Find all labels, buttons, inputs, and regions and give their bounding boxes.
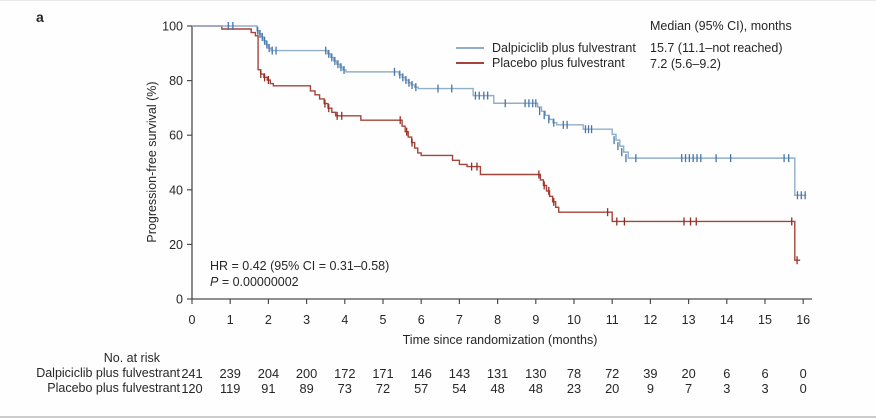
at-risk-value: 48 [528,381,543,396]
p-label: P [210,275,219,289]
x-tick-label: 4 [341,313,348,327]
censor-marks-placebo [260,70,798,265]
x-tick-label: 8 [494,313,501,327]
legend-label-placebo: Placebo plus fulvestrant [492,56,625,70]
at-risk-value: 146 [410,366,432,381]
at-risk-value: 131 [486,366,509,381]
at-risk-value: 6 [723,366,731,381]
x-tick-label: 14 [720,313,734,327]
at-risk-value: 20 [681,366,696,381]
y-axis-title: Progression-free survival (%) [145,81,159,243]
at-risk-row-label-placebo: Placebo plus fulvestrant [47,381,180,395]
at-risk-value: 0 [799,366,807,381]
at-risk-value: 171 [372,366,394,381]
at-risk-value: 7 [685,381,693,396]
at-risk-value: 3 [761,381,769,396]
at-risk-value: 78 [566,366,582,381]
at-risk-value: 143 [448,366,471,381]
x-tick-label: 0 [189,313,196,327]
at-risk-value: 119 [219,381,241,396]
hr-text: HR = 0.42 (95% CI = 0.31–0.58) [210,259,390,273]
x-tick-label: 11 [606,313,619,327]
y-tick-label: 0 [176,293,183,307]
x-tick-label: 6 [418,313,425,327]
at-risk-value: 57 [414,381,429,396]
at-risk-value: 239 [219,366,241,381]
x-tick-label: 5 [380,313,387,327]
at-risk-value: 20 [605,381,620,396]
y-tick-label: 40 [169,183,183,197]
x-tick-label: 13 [682,313,696,327]
hr-annotation: HR = 0.42 (95% CI = 0.31–0.58) P = 0.000… [210,258,389,290]
y-tick-label: 20 [169,238,183,252]
at-risk-value: 23 [566,381,582,396]
x-axis-title: Time since randomization (months) [402,333,598,347]
x-tick-label: 12 [643,313,657,327]
legend-label-dalpiciclib: Dalpiciclib plus fulvestrant [492,41,636,55]
median-value-dalpiciclib: 15.7 (11.1–not reached) [650,41,783,55]
at-risk-row-label-dalpiciclib: Dalpiciclib plus fulvestrant [36,366,180,380]
at-risk-value: 9 [646,381,654,396]
at-risk-value: 3 [723,381,731,396]
p-value: = 0.00000002 [218,275,299,289]
at-risk-value: 89 [299,381,314,396]
at-risk-value: 48 [490,381,505,396]
y-tick-label: 60 [169,129,183,143]
at-risk-value: 39 [643,366,658,381]
at-risk-value: 120 [181,381,203,396]
at-risk-title: No. at risk [103,351,160,365]
at-risk-value: 91 [261,381,276,396]
censor-marks-dalpiciclib [227,22,806,200]
legend-line-dalpiciclib [456,46,484,49]
at-risk-value: 172 [334,366,356,381]
median-header: Median (95% CI), months [650,19,792,33]
at-risk-value: 6 [761,366,769,381]
x-tick-label: 3 [303,313,310,327]
p-value-text: P = 0.00000002 [210,274,389,290]
at-risk-value: 130 [525,366,547,381]
at-risk-value: 72 [375,381,391,396]
x-tick-label: 15 [758,313,772,327]
median-value-placebo: 7.2 (5.6–9.2) [650,57,721,71]
x-tick-label: 10 [567,313,581,327]
panel-label: a [36,9,44,25]
at-risk-value: 0 [799,381,807,396]
at-risk-value: 73 [337,381,352,396]
at-risk-value: 241 [181,366,203,381]
x-tick-label: 7 [456,313,463,327]
x-tick-label: 9 [532,313,539,327]
x-tick-label: 16 [796,313,810,327]
legend-line-placebo [456,61,484,64]
at-risk-value: 200 [295,366,318,381]
y-tick-label: 80 [169,74,183,88]
at-risk-value: 72 [605,366,620,381]
at-risk-value: 54 [452,381,467,396]
x-tick-label: 1 [227,313,234,327]
curve-placebo [192,25,801,261]
y-tick-label: 100 [162,20,183,34]
at-risk-value: 204 [257,366,280,381]
x-tick-label: 2 [265,313,272,327]
